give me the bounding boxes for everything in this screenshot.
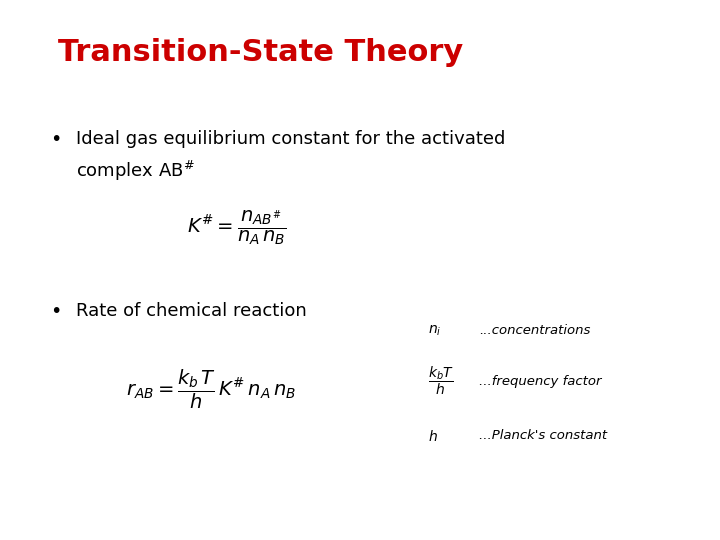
Text: •: •	[50, 302, 62, 321]
Text: $\dfrac{k_b T}{h}$: $\dfrac{k_b T}{h}$	[428, 364, 454, 397]
Text: Rate of chemical reaction: Rate of chemical reaction	[76, 302, 306, 320]
Text: Ideal gas equilibrium constant for the activated: Ideal gas equilibrium constant for the a…	[76, 130, 505, 147]
Text: complex AB$^{\#}$: complex AB$^{\#}$	[76, 159, 194, 184]
Text: ...Planck's constant: ...Planck's constant	[479, 429, 607, 442]
Text: $r_{AB} = \dfrac{k_b \, T}{h} \, K^{\#} \, n_A \, n_B$: $r_{AB} = \dfrac{k_b \, T}{h} \, K^{\#} …	[126, 367, 296, 410]
Text: ...frequency factor: ...frequency factor	[479, 375, 601, 388]
Text: Transition-State Theory: Transition-State Theory	[58, 38, 463, 67]
Text: $h$: $h$	[428, 429, 438, 444]
Text: ...concentrations: ...concentrations	[479, 324, 590, 337]
Text: •: •	[50, 130, 62, 148]
Text: $K^{\#} = \dfrac{n_{AB^{\#}}}{n_A \, n_B}$: $K^{\#} = \dfrac{n_{AB^{\#}}}{n_A \, n_B…	[187, 208, 287, 247]
Text: $n_i$: $n_i$	[428, 324, 442, 339]
